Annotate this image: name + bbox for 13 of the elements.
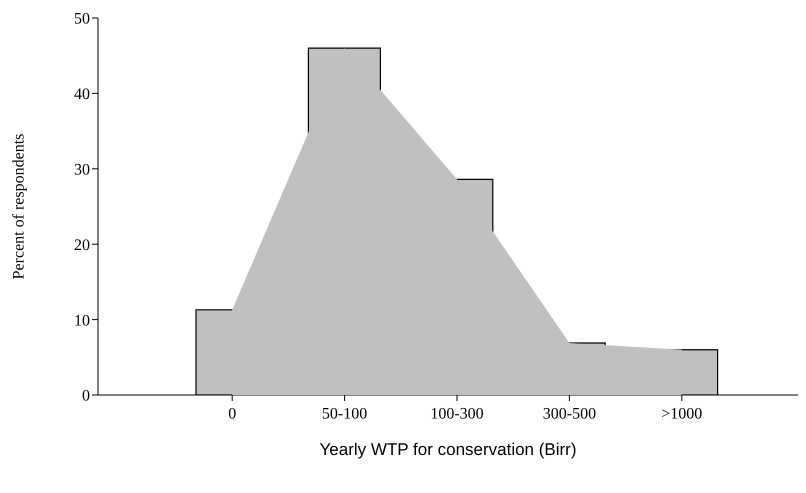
x-tick-label: 100-300	[430, 405, 484, 422]
x-tick-label: 300-500	[542, 405, 596, 422]
y-tick-label: 20	[74, 236, 90, 254]
x-axis-title: Yearly WTP for conservation (Birr)	[320, 440, 576, 459]
y-axis-title: Percent of respondents	[10, 134, 28, 280]
y-tick-label: 30	[74, 161, 90, 178]
y-tick-label: 0	[82, 388, 90, 405]
x-tick-label: >1000	[661, 405, 702, 422]
y-tick-label: 10	[74, 312, 90, 330]
x-tick-label: 0	[228, 405, 236, 422]
y-tick-label: 50	[74, 10, 90, 28]
x-tick-label: 50-100	[322, 405, 368, 422]
y-tick-label: 40	[74, 86, 90, 104]
